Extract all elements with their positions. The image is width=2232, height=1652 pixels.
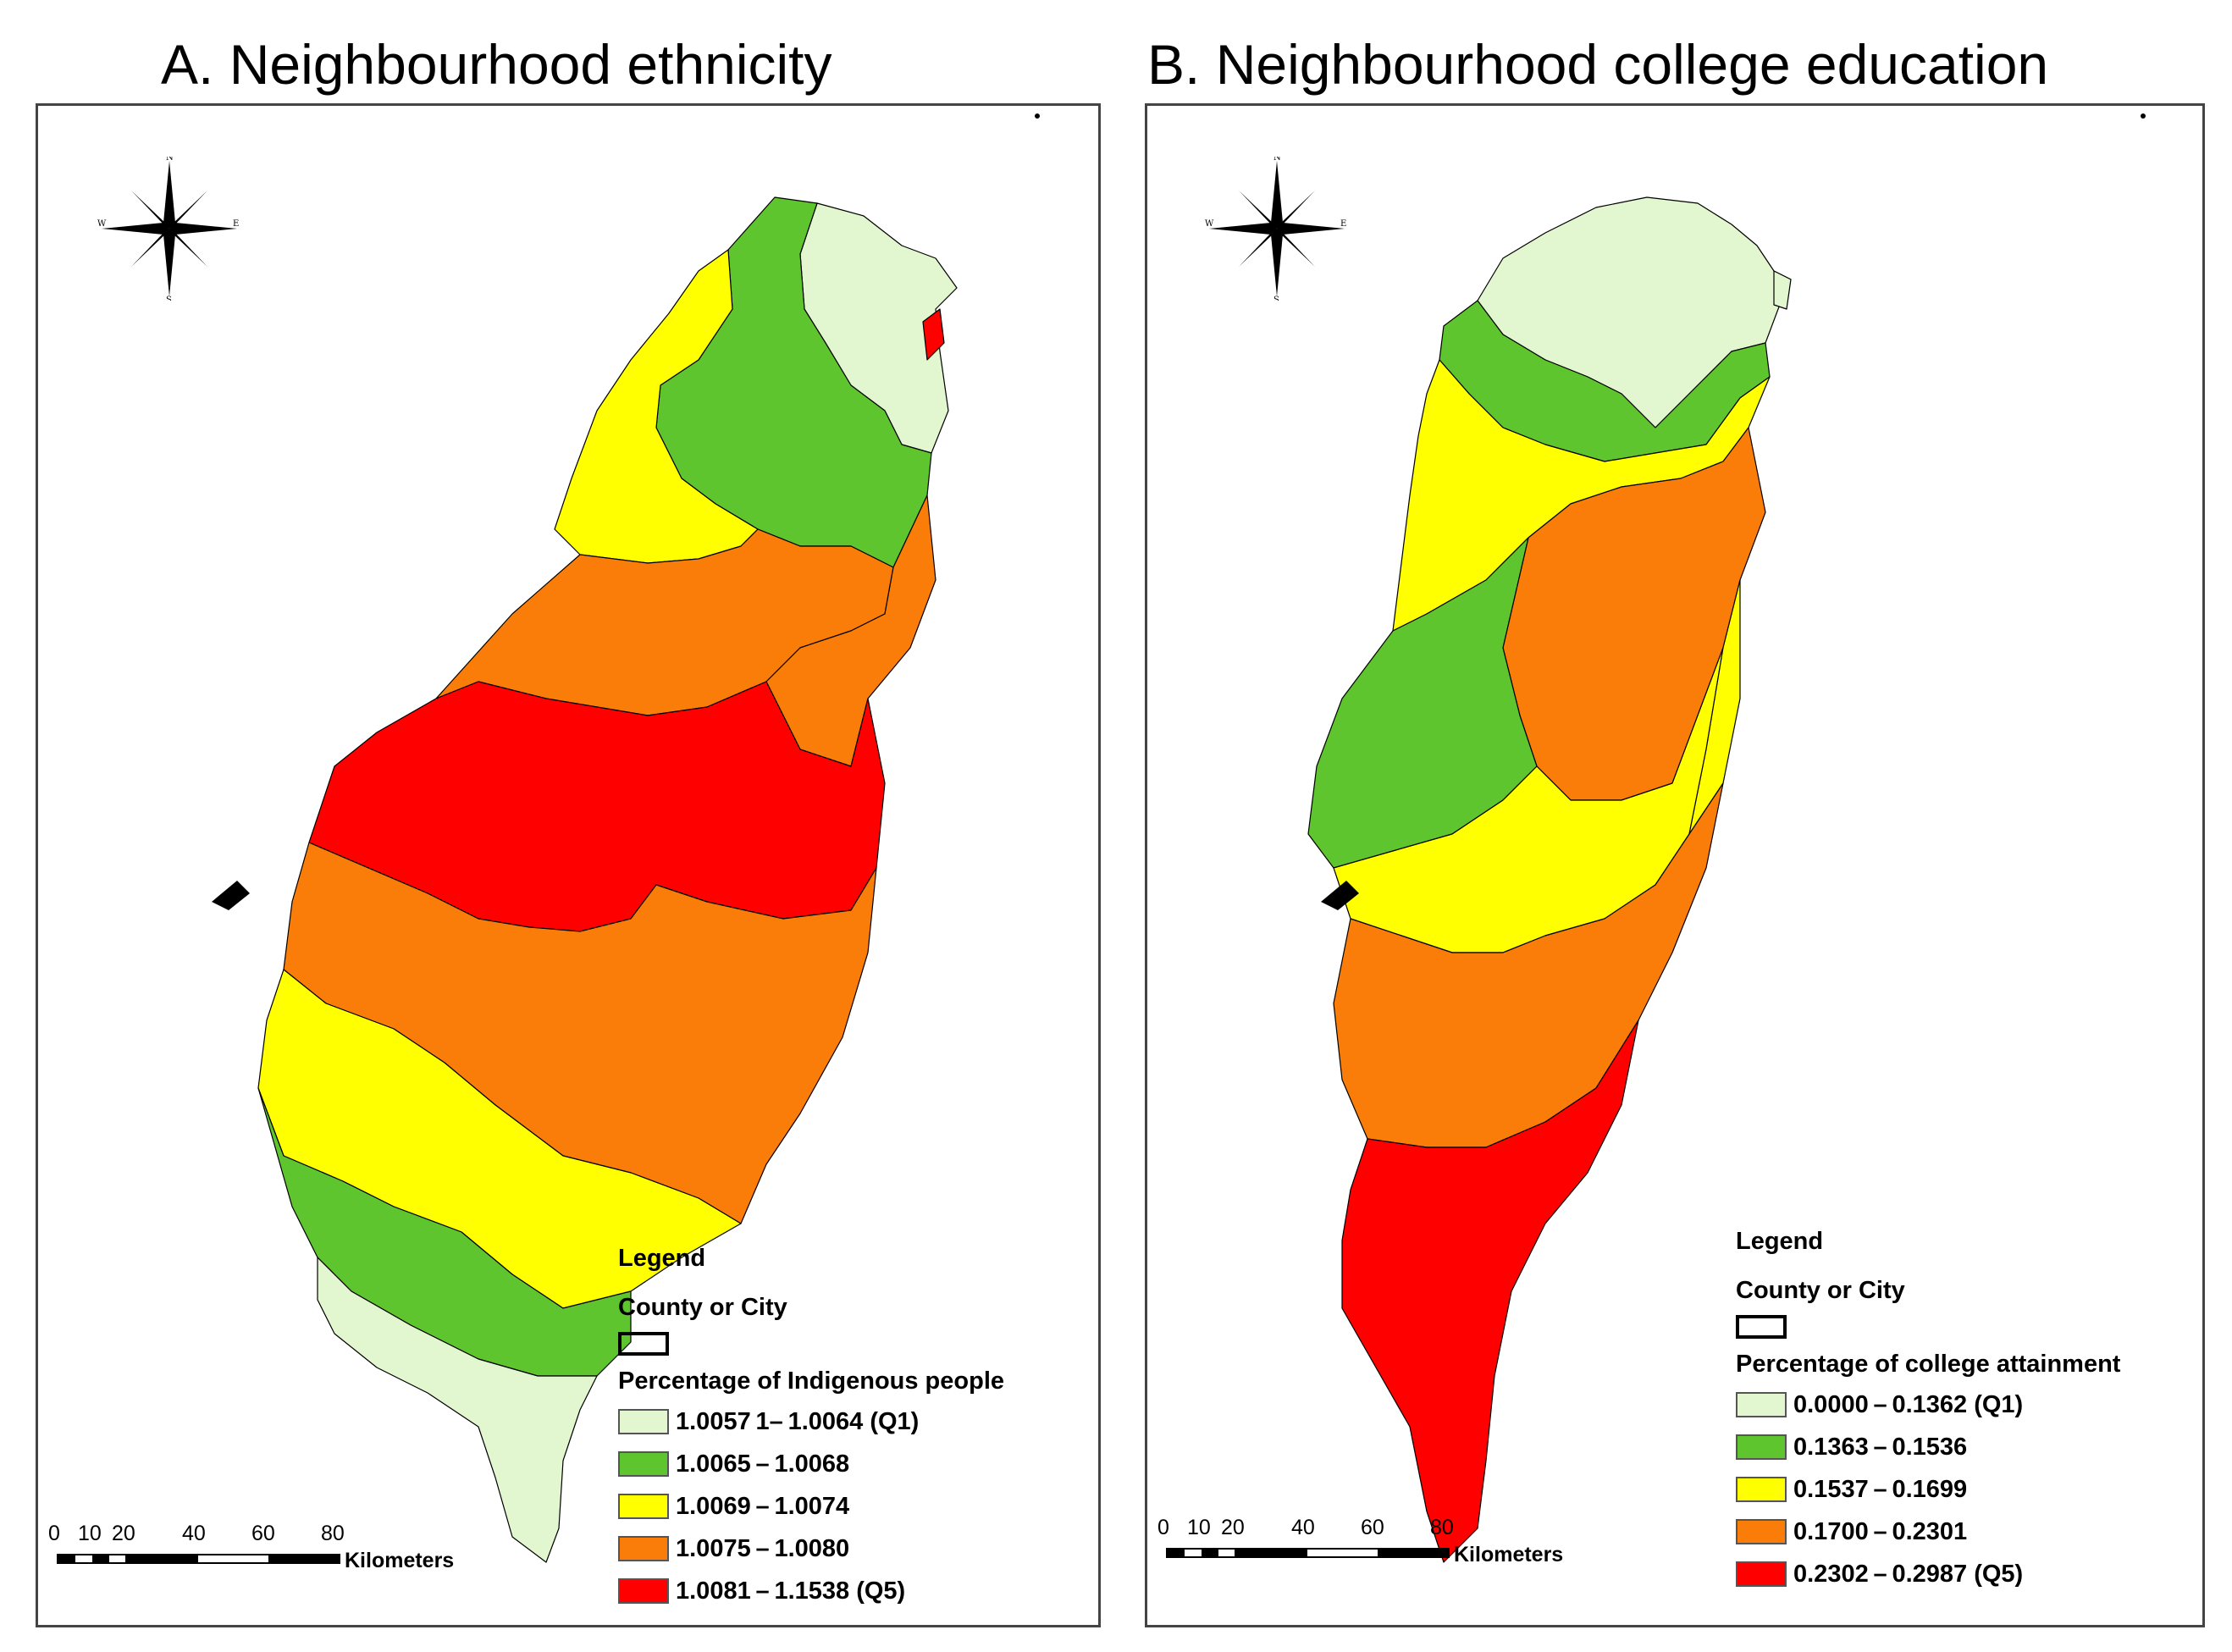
scale-b-unit: Kilometers — [1454, 1543, 1564, 1566]
compass-a-s: S — [166, 296, 172, 301]
panel-a-map-frame: N S E W Legend County or City Percentage… — [36, 103, 1101, 1627]
legend-b-swatch-2 — [1736, 1434, 1787, 1460]
legend-b-class-1-label: 0.0000 – 0.1362 (Q1) — [1793, 1390, 2024, 1418]
compass-a-w: W — [97, 219, 107, 229]
legend-b-class-4: 0.1700 – 0.2301 — [1736, 1516, 1967, 1548]
legend-a-county-label: County or City — [618, 1294, 787, 1321]
scale-b-tick-40: 40 — [1291, 1516, 1315, 1539]
panel-b-choropleth-map — [1307, 113, 2146, 1563]
legend-b-class-1: 0.0000 – 0.1362 (Q1) — [1736, 1389, 2023, 1421]
legend-a-class-1-label: 1.0057 1– 1.0064 (Q1) — [676, 1407, 920, 1435]
region-a-northeast-cape — [922, 308, 945, 361]
legend-a-swatch-4 — [618, 1536, 669, 1561]
panel-b-title: B. Neighbourhood college education — [1147, 33, 2049, 96]
panel-a-choropleth-map — [212, 113, 1040, 1563]
legend-a-heading: Legend — [618, 1245, 706, 1272]
legend-a-swatch-5 — [618, 1578, 669, 1604]
legend-b-swatch-4 — [1736, 1519, 1787, 1544]
panel-b-legend: Legend County or City Percentage of coll… — [1736, 1228, 2202, 1600]
legend-a-variable-label: Percentage of Indigenous people — [618, 1367, 1005, 1395]
scale-b-tick-0: 0 — [1157, 1516, 1169, 1539]
legend-a-class-3-label: 1.0069 – 1.0074 — [676, 1492, 850, 1520]
compass-a-e: E — [233, 219, 239, 229]
region-b-northeast-cape — [1773, 270, 1792, 310]
scale-b-tick-80: 80 — [1430, 1516, 1454, 1539]
island-a-dot — [1035, 113, 1040, 119]
legend-b-heading: Legend — [1736, 1228, 1824, 1255]
region-b-south-red — [1341, 1019, 1639, 1563]
panel-b-north-arrow-icon: N S E W — [1205, 157, 1346, 301]
legend-b-county-box — [1736, 1315, 1787, 1339]
panel-a-north-arrow-icon: N S E W — [97, 157, 239, 301]
legend-b-county-label: County or City — [1736, 1277, 1905, 1304]
scale-b-bar — [1166, 1548, 1450, 1558]
compass-b-s: S — [1273, 296, 1279, 301]
compass-a-n: N — [166, 157, 174, 163]
legend-a-class-4-label: 1.0075 – 1.0080 — [676, 1534, 850, 1562]
island-a-west — [212, 881, 250, 910]
island-b-west — [1321, 881, 1359, 910]
compass-b-w: W — [1205, 219, 1214, 229]
scale-a-tick-10: 10 — [78, 1522, 102, 1545]
scale-a-tick-60: 60 — [251, 1522, 275, 1545]
legend-a-class-2-label: 1.0065 – 1.0068 — [676, 1450, 850, 1478]
scale-a-tick-80: 80 — [321, 1522, 345, 1545]
legend-a-class-2: 1.0065 – 1.0068 — [618, 1448, 849, 1480]
legend-b-swatch-5 — [1736, 1561, 1787, 1587]
legend-b-variable-label: Percentage of college attainment — [1736, 1351, 2121, 1378]
legend-b-class-3-label: 0.1537 – 0.1699 — [1793, 1475, 1968, 1503]
legend-a-swatch-3 — [618, 1494, 669, 1519]
legend-a-swatch-2 — [618, 1451, 669, 1477]
scale-a-tick-20: 20 — [112, 1522, 135, 1545]
legend-a-class-5-label: 1.0081 – 1.1538 (Q5) — [676, 1577, 906, 1605]
island-b-dot — [2141, 113, 2146, 119]
scale-a-tick-40: 40 — [182, 1522, 206, 1545]
legend-b-class-3: 0.1537 – 0.1699 — [1736, 1473, 1967, 1506]
compass-b-e: E — [1340, 219, 1346, 229]
legend-b-class-2-label: 0.1363 – 0.1536 — [1793, 1433, 1968, 1461]
scale-a-tick-0: 0 — [48, 1522, 60, 1545]
scale-b-tick-60: 60 — [1361, 1516, 1384, 1539]
legend-b-swatch-3 — [1736, 1477, 1787, 1502]
legend-b-class-5: 0.2302 – 0.2987 (Q5) — [1736, 1558, 2023, 1590]
scale-a-unit: Kilometers — [345, 1549, 455, 1572]
legend-b-class-5-label: 0.2302 – 0.2987 (Q5) — [1793, 1560, 2024, 1588]
panel-a-legend: Legend County or City Percentage of Indi… — [618, 1245, 1092, 1617]
scale-a-bar — [57, 1554, 340, 1564]
legend-b-class-2: 0.1363 – 0.1536 — [1736, 1431, 1967, 1463]
scale-b-tick-20: 20 — [1221, 1516, 1245, 1539]
region-a-south-tip — [317, 1257, 598, 1563]
legend-a-county-box — [618, 1332, 669, 1356]
panel-a-title: A. Neighbourhood ethnicity — [161, 33, 832, 96]
legend-a-swatch-1 — [618, 1409, 669, 1434]
legend-a-class-3: 1.0069 – 1.0074 — [618, 1490, 849, 1522]
legend-a-class-5: 1.0081 – 1.1538 (Q5) — [618, 1575, 905, 1607]
panel-b-map-frame: N S E W Legend County or City Percentage… — [1145, 103, 2205, 1627]
panel-b-scale-bar: 0 10 20 40 60 80 Kilometers — [1157, 1516, 1598, 1575]
compass-b-n: N — [1273, 157, 1281, 163]
legend-b-class-4-label: 0.1700 – 0.2301 — [1793, 1517, 1968, 1545]
legend-a-class-4: 1.0075 – 1.0080 — [618, 1533, 849, 1565]
panel-a-scale-bar: 0 10 20 40 60 80 Kilometers — [48, 1522, 489, 1581]
legend-b-swatch-1 — [1736, 1392, 1787, 1417]
scale-b-tick-10: 10 — [1187, 1516, 1211, 1539]
legend-a-class-1: 1.0057 1– 1.0064 (Q1) — [618, 1406, 919, 1438]
